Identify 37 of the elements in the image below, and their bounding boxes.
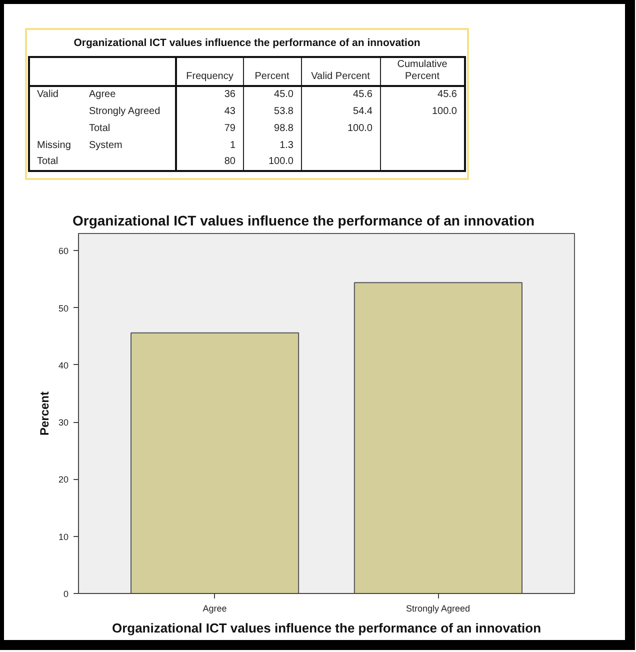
text: 80: [176, 154, 243, 171]
text: Organizational ICT values influence the performance of an innovation: [72, 37, 422, 49]
text: Cumulative Percent: [380, 57, 465, 86]
text: 1: [176, 137, 243, 154]
text: Total: [82, 120, 176, 137]
x-axis-title: Organizational ICT values influence the performance of an innovation: [112, 620, 542, 636]
text: Percent: [243, 57, 301, 86]
text: 36: [176, 86, 243, 103]
text: 100.0: [301, 120, 380, 137]
y-tick-label: 40: [58, 360, 69, 370]
text: Agree: [82, 86, 176, 103]
text: 100.0: [430, 104, 458, 118]
text: 54.4: [301, 103, 380, 120]
text: 45.0: [243, 86, 301, 103]
y-tick-label: 20: [58, 474, 69, 485]
text: Frequency: [176, 57, 243, 86]
text: 98.8: [243, 120, 301, 137]
text: 100.0: [243, 154, 301, 171]
text: 45.6: [301, 86, 380, 103]
text: Missing: [36, 138, 72, 152]
text: 1.3: [243, 137, 301, 154]
text: Valid Percent: [301, 57, 380, 86]
text: Strongly Agreed: [82, 103, 176, 120]
text: 53.8: [243, 103, 301, 120]
y-tick-label: 10: [58, 532, 69, 542]
text: 43: [176, 103, 243, 120]
y-tick-label: 60: [58, 246, 69, 256]
y-axis-title: Percent: [37, 391, 52, 436]
y-tick-label: 30: [58, 418, 69, 428]
y-tick-label: 0: [63, 589, 69, 599]
text: 79: [176, 120, 243, 137]
chart-title: Organizational ICT values influence the performance of an innovation: [72, 212, 535, 228]
y-tick-label: 50: [58, 303, 69, 314]
text: Total: [36, 155, 60, 169]
text: Valid: [36, 88, 60, 102]
text: 45.6: [436, 88, 458, 102]
text: System: [82, 137, 176, 154]
